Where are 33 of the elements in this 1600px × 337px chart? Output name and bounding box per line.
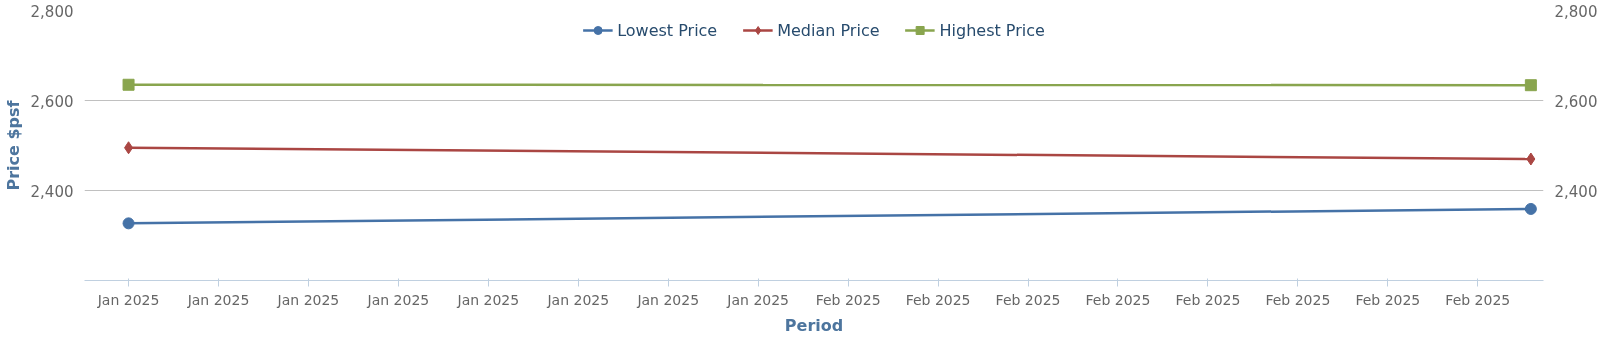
x-tick-label: Jan 2025 <box>636 291 700 308</box>
point <box>1526 152 1536 166</box>
point <box>122 78 135 91</box>
x-tick-label: Feb 2025 <box>995 291 1061 308</box>
x-tick-label: Jan 2025 <box>546 291 610 308</box>
x-tick-label: Feb 2025 <box>905 291 971 308</box>
x-tick-label: Feb 2025 <box>815 291 881 308</box>
point <box>1524 79 1537 92</box>
x-tick-label: Feb 2025 <box>1265 291 1331 308</box>
x-tick-label: Jan 2025 <box>726 291 790 308</box>
x-tick-label: Jan 2025 <box>96 291 160 308</box>
y-tick-label: 2,400 <box>30 182 74 201</box>
y-axis-title: Price $psf <box>3 99 23 191</box>
legend-label: Highest Price <box>939 20 1045 40</box>
x-tick-label: Jan 2025 <box>366 291 430 308</box>
y-tick-label: 2,800 <box>30 2 74 21</box>
x-tick-label: Feb 2025 <box>1175 291 1241 308</box>
x-tick-label: Feb 2025 <box>1085 291 1151 308</box>
x-tick-label: Feb 2025 <box>1445 291 1511 308</box>
x-tick-label: Feb 2025 <box>1355 291 1421 308</box>
point <box>122 217 135 230</box>
point <box>1524 202 1537 215</box>
x-axis-title: Period <box>784 315 844 335</box>
point <box>124 141 134 155</box>
x-tick-label: Jan 2025 <box>276 291 340 308</box>
y2-tick-label: 2,400 <box>1554 182 1598 201</box>
y2-tick-label: 2,600 <box>1554 92 1598 111</box>
x-tick-label: Jan 2025 <box>186 291 250 308</box>
x-tick-label: Jan 2025 <box>456 291 520 308</box>
legend-label: Median Price <box>777 20 880 40</box>
y2-tick-label: 2,800 <box>1554 2 1598 21</box>
legend-label: Lowest Price <box>617 20 718 40</box>
y-tick-label: 2,600 <box>30 92 74 111</box>
